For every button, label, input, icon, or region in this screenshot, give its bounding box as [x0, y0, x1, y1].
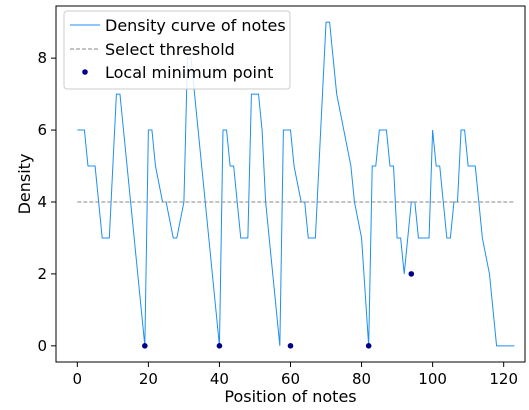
local-minimum-point [216, 343, 223, 349]
plot-area [77, 21, 515, 349]
x-tick-label: 80 [352, 370, 371, 388]
plot-series [77, 21, 515, 349]
y-tick-label: 0 [37, 337, 47, 355]
local-minimum-point [365, 343, 372, 349]
y-tick-label: 4 [37, 193, 47, 211]
x-tick-label: 120 [489, 370, 518, 388]
legend-minima-label: Local minimum point [105, 63, 273, 82]
y-tick-label: 2 [37, 265, 47, 283]
x-tick-label: 60 [281, 370, 300, 388]
x-tick-label: 100 [418, 370, 447, 388]
density-curve-line [77, 21, 515, 347]
axes: 0 20 40 60 80 100 120 0 2 4 6 8 Position of notes Den… [15, 5, 526, 406]
legend-box [63, 10, 291, 90]
y-tick-label: 6 [37, 121, 47, 139]
x-tick-label: 40 [210, 370, 229, 388]
legend-threshold-label: Select threshold [105, 40, 235, 59]
y-tick-label: 8 [37, 49, 47, 67]
local-minimum-point [408, 271, 415, 277]
x-axis-label: Position of notes [224, 387, 356, 406]
legend-density-label: Density curve of notes [105, 16, 286, 35]
legend: Density curve of notes Select threshold Lo… [63, 10, 291, 90]
legend-minima-marker [82, 69, 88, 75]
x-tick-label: 20 [139, 370, 158, 388]
local-minimum-point [142, 343, 148, 349]
x-tick-label: 0 [73, 370, 83, 388]
local-minimum-point [287, 343, 294, 349]
y-axis-label: Density [15, 154, 34, 215]
